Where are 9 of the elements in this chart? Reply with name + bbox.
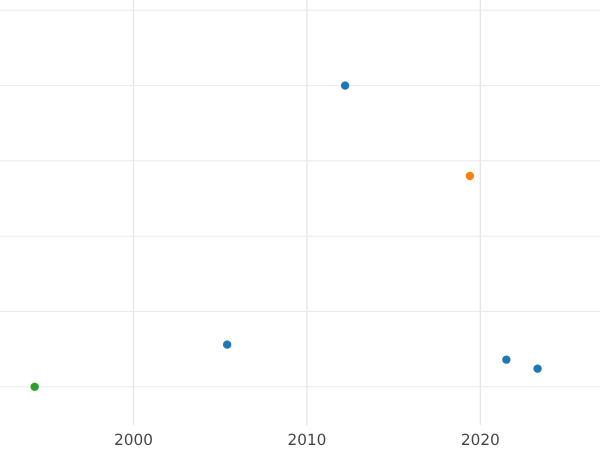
x-tick-label: 2010 [288, 434, 326, 446]
point [223, 340, 232, 349]
point [502, 355, 511, 364]
point [30, 382, 39, 391]
x-tick-label: 2020 [462, 434, 499, 446]
point [533, 364, 542, 373]
x-tick-label: 2000 [115, 434, 152, 446]
point [466, 172, 474, 180]
point [340, 81, 350, 90]
